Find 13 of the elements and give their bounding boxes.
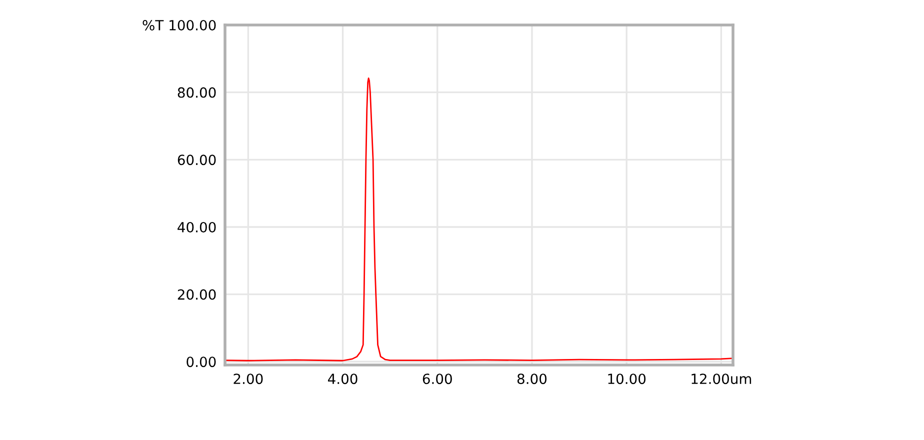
line-series [225,77,733,362]
y-tick-label: 20.00 [178,289,216,300]
y-tick-label: %T 100.00 [142,20,216,30]
x-tick-label: 12.00um [692,374,752,384]
x-tick-label: 10.00 [608,374,646,384]
y-tick-label: 60.00 [178,154,216,166]
y-tick-label: 80.00 [178,87,216,98]
y-tick-label: 0.00 [186,356,216,368]
x-tick-label: 2.00 [234,374,263,384]
x-tick-label: 6.00 [422,374,452,384]
x-tick-label: 4.00 [328,374,358,384]
x-tick-label: 8.00 [517,374,547,384]
y-tick-label: 40.00 [178,222,216,232]
